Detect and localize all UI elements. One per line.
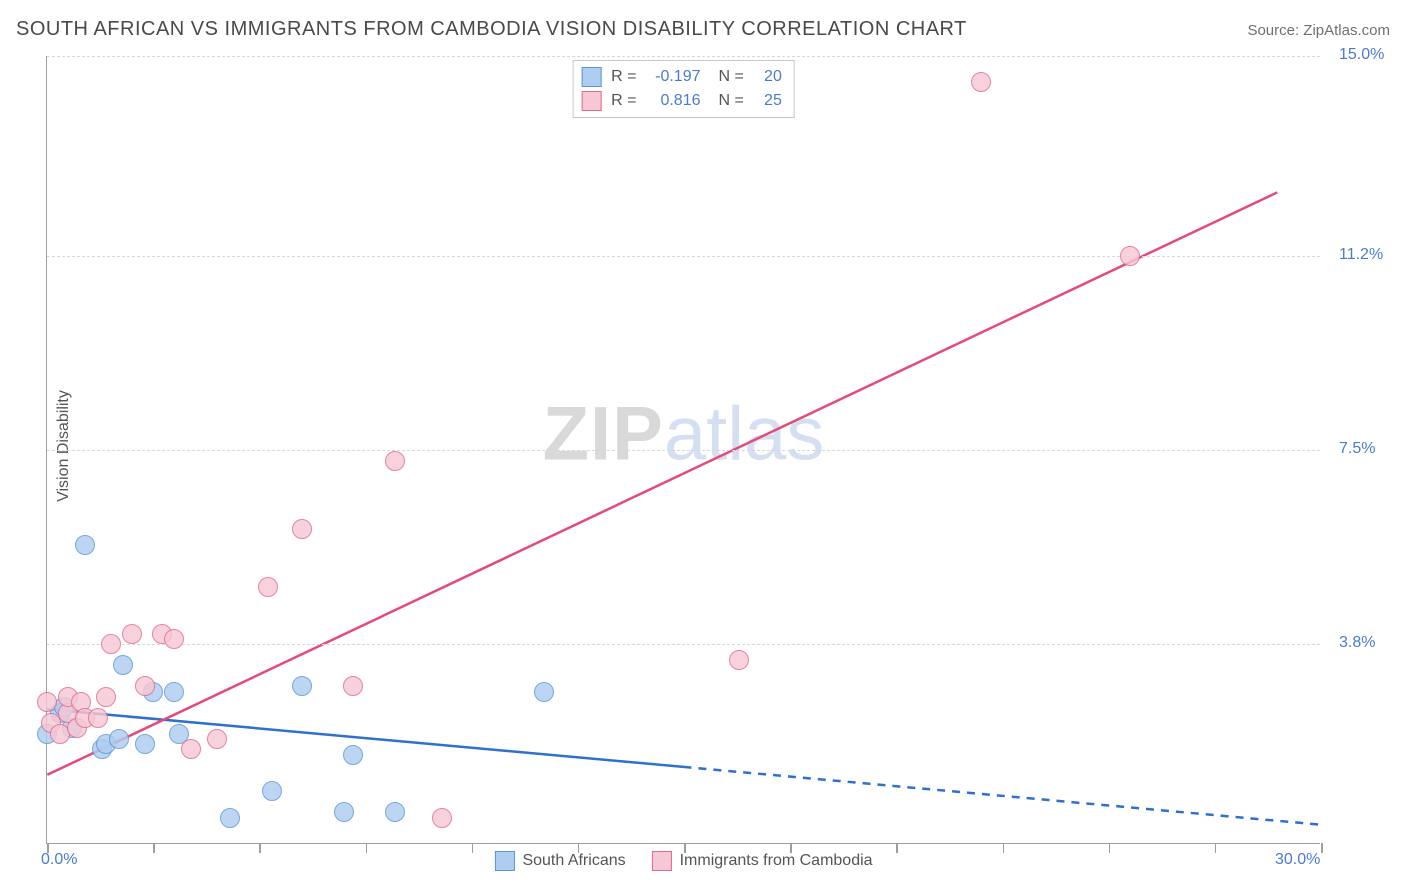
- chart-source: Source: ZipAtlas.com: [1247, 22, 1390, 39]
- legend-swatch: [581, 91, 601, 111]
- x-tick-mark: [1215, 843, 1217, 853]
- x-tick-mark: [153, 843, 155, 853]
- watermark-zip: ZIP: [543, 391, 664, 476]
- x-tick-mark: [1003, 843, 1005, 853]
- legend-series-item: Immigrants from Cambodia: [652, 851, 873, 871]
- legend-r-value: 0.816: [647, 92, 701, 110]
- legend-r-value: -0.197: [647, 68, 701, 86]
- data-point: [88, 708, 108, 728]
- legend-series-label: South Africans: [522, 852, 625, 870]
- x-tick-label: 0.0%: [41, 851, 77, 869]
- y-tick-label: 3.8%: [1339, 634, 1375, 652]
- regression-line: [684, 767, 1320, 825]
- data-point: [109, 729, 129, 749]
- data-point: [113, 655, 133, 675]
- data-point: [164, 682, 184, 702]
- data-point: [971, 72, 991, 92]
- x-tick-mark: [366, 843, 368, 853]
- data-point: [729, 650, 749, 670]
- chart-header: SOUTH AFRICAN VS IMMIGRANTS FROM CAMBODI…: [16, 18, 1390, 41]
- data-point: [534, 682, 554, 702]
- chart-plot-area: ZIPatlas R =-0.197N =20R =0.816N =25 Sou…: [46, 56, 1320, 844]
- chart-title: SOUTH AFRICAN VS IMMIGRANTS FROM CAMBODI…: [16, 18, 967, 41]
- data-point: [385, 451, 405, 471]
- x-tick-mark: [790, 843, 792, 853]
- gridline: [47, 450, 1320, 451]
- legend-swatch: [652, 851, 672, 871]
- legend-n-label: N =: [719, 68, 744, 86]
- legend-swatch: [581, 67, 601, 87]
- legend-stat-row: R = 0.816 N = 25: [581, 89, 782, 113]
- x-tick-mark: [578, 843, 580, 853]
- data-point: [292, 519, 312, 539]
- legend-series-item: South Africans: [494, 851, 625, 871]
- legend-series-label: Immigrants from Cambodia: [680, 852, 873, 870]
- data-point: [135, 676, 155, 696]
- data-point: [181, 739, 201, 759]
- x-tick-mark: [1109, 843, 1111, 853]
- data-point: [164, 629, 184, 649]
- gridline: [47, 56, 1320, 57]
- data-point: [292, 676, 312, 696]
- data-point: [207, 729, 227, 749]
- data-point: [385, 802, 405, 822]
- data-point: [262, 781, 282, 801]
- legend-n-label: N =: [719, 92, 744, 110]
- legend-swatch: [494, 851, 514, 871]
- x-tick-mark: [472, 843, 474, 853]
- legend-series: South Africans Immigrants from Cambodia: [494, 851, 872, 871]
- data-point: [343, 676, 363, 696]
- legend-stats: R = -0.197 N = 20 R = 0.816 N = 25: [572, 60, 795, 118]
- data-point: [101, 634, 121, 654]
- watermark-atlas: atlas: [664, 391, 825, 476]
- data-point: [122, 624, 142, 644]
- regression-line: [47, 192, 1277, 774]
- data-point: [343, 745, 363, 765]
- data-point: [220, 808, 240, 828]
- y-tick-label: 15.0%: [1339, 46, 1384, 64]
- x-tick-mark: [684, 843, 686, 853]
- x-tick-label: 30.0%: [1275, 851, 1320, 869]
- data-point: [96, 687, 116, 707]
- x-tick-mark: [1321, 843, 1323, 853]
- data-point: [75, 535, 95, 555]
- data-point: [135, 734, 155, 754]
- watermark: ZIPatlas: [543, 390, 825, 477]
- legend-n-value: 20: [754, 68, 782, 86]
- data-point: [432, 808, 452, 828]
- data-point: [1120, 246, 1140, 266]
- data-point: [37, 692, 57, 712]
- legend-stat-row: R = -0.197 N = 20: [581, 65, 782, 89]
- x-tick-mark: [259, 843, 261, 853]
- data-point: [334, 802, 354, 822]
- legend-r-label: R =: [611, 92, 636, 110]
- y-tick-label: 7.5%: [1339, 440, 1375, 458]
- gridline: [47, 644, 1320, 645]
- legend-r-label: R =: [611, 68, 636, 86]
- x-tick-mark: [896, 843, 898, 853]
- legend-n-value: 25: [754, 92, 782, 110]
- data-point: [258, 577, 278, 597]
- y-tick-label: 11.2%: [1339, 246, 1383, 264]
